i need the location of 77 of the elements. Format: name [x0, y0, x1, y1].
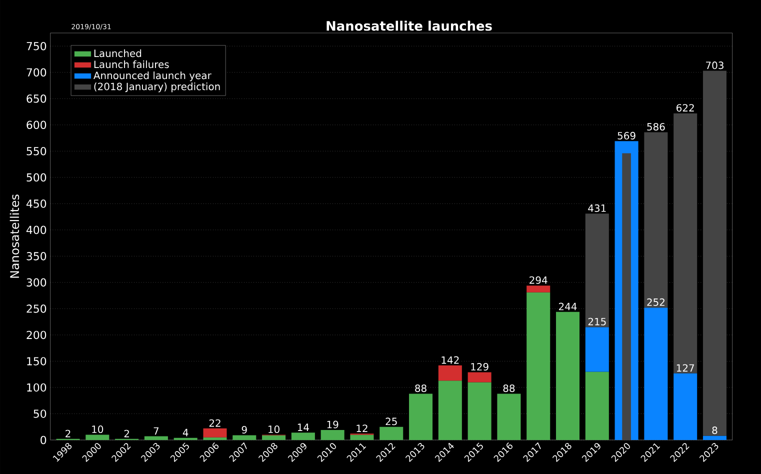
y-tick-label: 550 — [26, 147, 46, 156]
bar — [526, 292, 550, 440]
y-tick-label: 450 — [26, 200, 46, 208]
y-tick-label: 0 — [40, 436, 46, 444]
total-label: 2 — [66, 430, 70, 438]
legend-label: Announced launch year — [93, 71, 212, 82]
bar — [203, 428, 227, 438]
total-label: 4 — [182, 428, 188, 436]
total-label: 10 — [92, 425, 104, 434]
total-label: 569 — [618, 132, 636, 140]
total-label: 622 — [676, 104, 694, 112]
bar — [438, 365, 462, 381]
y-tick-label: 350 — [26, 252, 46, 260]
bar — [497, 394, 521, 440]
total-label: 88 — [503, 384, 515, 392]
total-label: 142 — [442, 356, 459, 364]
chart-title: Nanosatellite launches — [326, 20, 492, 31]
annotation: 252 — [647, 298, 664, 306]
legend-label: Launched — [94, 49, 142, 58]
total-label: 19 — [327, 420, 338, 428]
total-label: 14 — [298, 424, 309, 431]
bar — [674, 373, 698, 440]
annotation: 127 — [676, 364, 694, 372]
bar — [468, 372, 492, 382]
y-tick-label: 150 — [27, 357, 46, 366]
annotation: 8 — [712, 426, 718, 434]
total-label: 244 — [558, 302, 577, 310]
bar — [526, 286, 550, 292]
bar — [144, 436, 168, 440]
bar — [86, 434, 110, 440]
y-tick-label: 400 — [26, 226, 46, 234]
annotation: 215 — [588, 318, 606, 326]
bar — [556, 312, 580, 440]
bar — [644, 308, 668, 440]
legend-label: Launch failures — [94, 60, 169, 68]
total-label: 586 — [647, 123, 665, 131]
y-tick-label: 100 — [27, 383, 46, 392]
total-label: 12 — [356, 424, 368, 432]
y-tick-label: 200 — [26, 330, 46, 340]
y-tick-label: 300 — [26, 278, 46, 287]
total-label: 88 — [415, 384, 426, 392]
bar — [585, 214, 609, 328]
bar — [468, 382, 492, 440]
total-label: 2 — [124, 430, 129, 438]
bar — [644, 132, 668, 308]
total-label: 129 — [471, 362, 488, 371]
bar — [585, 327, 609, 372]
bar — [262, 435, 286, 440]
bar — [702, 436, 726, 440]
bar — [291, 432, 315, 440]
y-tick-label: 600 — [26, 120, 46, 130]
legend-label: (2018 January) prediction — [94, 82, 220, 92]
total-label: 7 — [154, 427, 159, 435]
total-label: 10 — [268, 425, 280, 434]
bar — [585, 372, 609, 440]
total-label: 22 — [209, 419, 220, 427]
total-label: 431 — [588, 204, 606, 212]
bar — [350, 434, 374, 440]
y-tick-label: 750 — [26, 42, 46, 50]
y-tick-label: 700 — [26, 68, 46, 77]
bar — [674, 113, 698, 374]
bar — [409, 394, 433, 440]
bar — [203, 437, 227, 440]
total-label: 9 — [242, 426, 247, 434]
total-label: 294 — [530, 276, 548, 284]
y-tick-label: 650 — [26, 94, 46, 103]
total-label: 703 — [706, 62, 724, 70]
y-axis-title: Nanosatellites — [10, 194, 20, 278]
y-tick-label: 500 — [26, 173, 46, 182]
y-tick-label: 50 — [34, 410, 46, 418]
bar — [320, 430, 344, 440]
bar — [702, 70, 726, 436]
total-label: 25 — [386, 418, 397, 426]
y-tick-label: 250 — [26, 304, 46, 313]
bar — [232, 435, 256, 440]
bar — [438, 380, 462, 440]
bar — [380, 426, 404, 440]
